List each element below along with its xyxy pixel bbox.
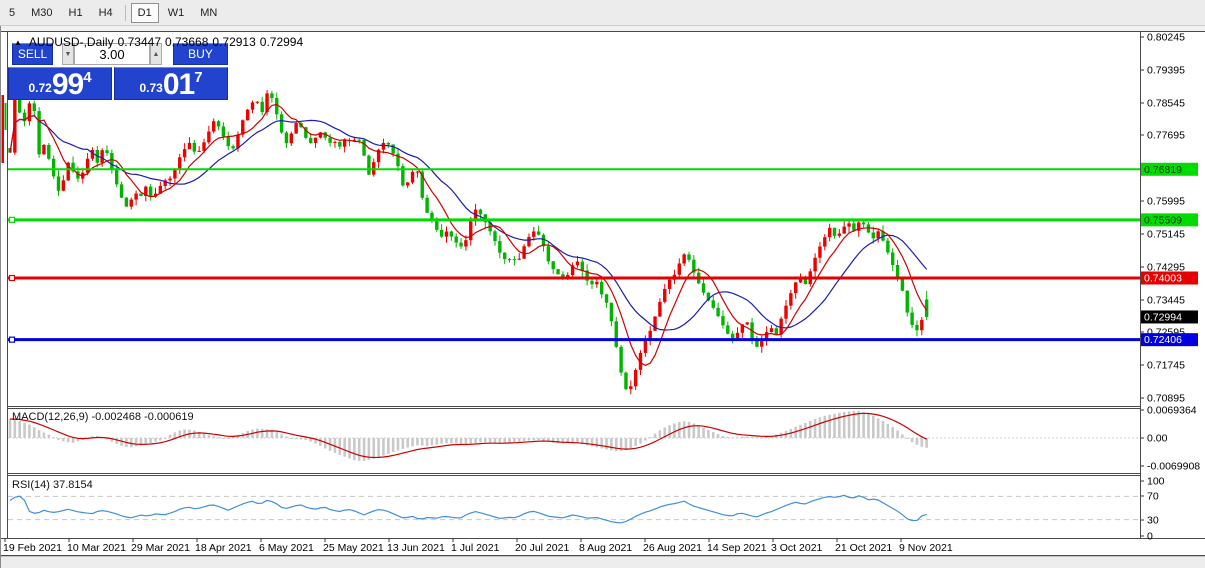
price-badge-label: 0.74003 [1144, 273, 1182, 285]
toolbar-divider [124, 4, 126, 21]
price-tick-label: 0.78545 [1147, 98, 1185, 110]
timeframe-button-h1[interactable]: H1 [68, 6, 83, 19]
window-left-border [0, 26, 1, 568]
macd-indicator-label: MACD(12,26,9) -0.002468 -0.000619 [12, 411, 194, 423]
macd-tick-label: -0.0069908 [1147, 461, 1200, 473]
date-tick-label: 21 Oct 2021 [835, 542, 892, 554]
rsi-tick-label: 70 [1147, 491, 1159, 503]
volume-increase-button[interactable]: ▲ [150, 43, 162, 65]
status-bar [0, 556, 1205, 568]
sell-button[interactable]: SELL [12, 43, 53, 65]
price-tick-label: 0.77695 [1147, 130, 1185, 142]
line-handle [8, 216, 16, 223]
buy-price-pip-digit: 7 [194, 69, 203, 86]
price-axis: 0.80245 0.79395 0.78545 0.77695 0.75995 0.751… [1141, 32, 1185, 405]
rsi-line [9, 494, 927, 524]
ma-slow-line [9, 115, 928, 331]
date-tick-label: 1 Jul 2021 [451, 542, 500, 554]
date-tick-label: 3 Oct 2021 [771, 542, 823, 554]
timeframe-toolbar: 5 M30 H1 H4 D1 W1 MN [0, 0, 1205, 26]
timeframe-button-h4[interactable]: H4 [98, 6, 113, 19]
rsi-tick-label: 30 [1147, 515, 1159, 527]
rsi-indicator-label: RSI(14) 37.8154 [12, 479, 93, 491]
sell-price-big-digits: 99 [51, 68, 84, 100]
sell-price-pip-digit: 4 [83, 69, 92, 86]
sell-price-quote[interactable]: 0.72 99 4 [8, 67, 112, 100]
volume-input[interactable]: 3.00 [74, 43, 150, 65]
price-badge-label: 0.75509 [1144, 214, 1182, 226]
price-tick-label: 0.73445 [1147, 295, 1185, 307]
clipped-candle-fragments [1, 95, 7, 163]
macd-tick-label: 0.00 [1147, 433, 1168, 445]
quote-open: 0.73447 [117, 35, 161, 49]
one-click-trading-panel: SELL ▼ 3.00 ▲ BUY 0.72 99 4 0.73 01 7 [8, 43, 228, 100]
rsi-tick-label: 100 [1147, 476, 1165, 488]
price-tick-label: 0.71745 [1147, 360, 1185, 372]
ma-fast-line [9, 103, 928, 367]
chart-frame [0, 31, 1205, 556]
date-tick-label: 8 Aug 2021 [579, 542, 632, 554]
horizontal-level-lines[interactable] [8, 166, 1150, 343]
price-tick-label: 0.79395 [1147, 65, 1185, 77]
date-tick-label: 29 Mar 2021 [131, 542, 190, 554]
quote-high: 0.73668 [165, 35, 209, 49]
price-badges: 0.76819 0.75509 0.74003 0.72994 0.72406 [1141, 162, 1198, 347]
timeframe-button-w1[interactable]: W1 [167, 6, 185, 19]
timeframe-button-d1[interactable]: D1 [130, 2, 159, 23]
date-tick-label: 13 Jun 2021 [387, 542, 445, 554]
date-axis: 19 Feb 2021 10 Mar 2021 29 Mar 2021 18 Apr … [3, 538, 953, 554]
price-tick-label: 0.75145 [1147, 229, 1185, 241]
symbol-period-label: AUDUSD-,Daily [28, 35, 114, 49]
macd-axis: 0.0069364 0.00 -0.0069908 [1141, 405, 1200, 473]
price-badge-label: 0.72406 [1144, 334, 1182, 346]
price-tick-label: 0.70895 [1147, 393, 1185, 405]
timeframe-button-5[interactable]: 5 [9, 6, 16, 19]
quote-close: 0.72994 [259, 35, 304, 49]
date-tick-label: 19 Feb 2021 [3, 542, 62, 554]
macd-pane [8, 410, 1140, 461]
caret-up-icon: ▲ [152, 50, 160, 58]
price-badge-label: 0.76819 [1144, 164, 1182, 176]
collapse-panel-icon[interactable]: ▲ [14, 38, 22, 47]
timeframe-button-m30[interactable]: M30 [31, 6, 53, 19]
moving-averages [9, 103, 928, 367]
rsi-pane [8, 494, 1140, 524]
rsi-tick-label: 0 [1147, 531, 1153, 543]
date-tick-label: 10 Mar 2021 [67, 542, 126, 554]
date-tick-label: 9 Nov 2021 [899, 542, 953, 554]
caret-down-icon: ▼ [64, 50, 72, 58]
quote-header: ▲ AUDUSD-,Daily 0.73447 0.73668 0.72913 0.729… [14, 35, 307, 49]
price-tick-label: 0.74295 [1147, 262, 1185, 274]
rsi-axis: 100 70 30 0 [1141, 476, 1165, 543]
price-badge-label: 0.72994 [1144, 311, 1182, 323]
macd-tick-label: 0.0069364 [1147, 405, 1197, 417]
line-handle [8, 336, 16, 343]
line-handle [8, 274, 16, 282]
price-tick-label: 0.80245 [1147, 32, 1185, 44]
date-tick-label: 25 May 2021 [323, 542, 384, 554]
buy-price-big-digits: 01 [162, 68, 195, 100]
volume-decrease-button[interactable]: ▼ [62, 43, 74, 65]
price-tick-label: 0.75995 [1147, 196, 1185, 208]
quote-low: 0.72913 [212, 35, 256, 49]
date-tick-label: 26 Aug 2021 [643, 542, 702, 554]
sell-price-prefix: 0.72 [28, 81, 52, 95]
buy-button[interactable]: BUY [173, 43, 228, 65]
timeframe-button-mn[interactable]: MN [200, 6, 218, 19]
date-tick-label: 20 Jul 2021 [515, 542, 569, 554]
macd-signal-line [9, 412, 927, 459]
toolbar-gap [0, 26, 1205, 31]
buy-price-prefix: 0.73 [139, 81, 163, 95]
date-tick-label: 6 May 2021 [259, 542, 314, 554]
date-tick-label: 14 Sep 2021 [707, 542, 767, 554]
buy-price-quote[interactable]: 0.73 01 7 [114, 67, 228, 100]
date-tick-label: 18 Apr 2021 [195, 542, 252, 554]
